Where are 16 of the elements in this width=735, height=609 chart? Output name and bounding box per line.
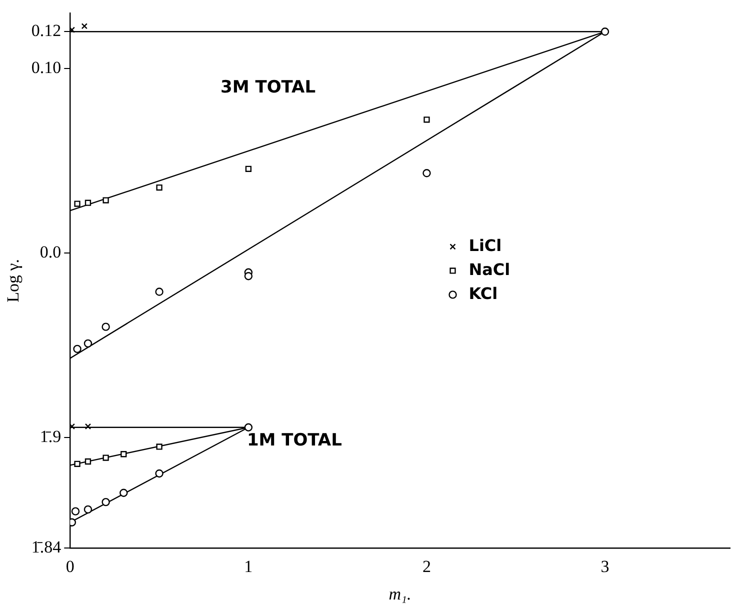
- annotation: 3M TOTAL: [220, 78, 316, 98]
- y-tick-label: 1̄.84: [31, 538, 62, 557]
- annotation: 1M TOTAL: [246, 430, 342, 451]
- x-tick-label: 0: [66, 556, 74, 576]
- legend-label: NaCl: [468, 260, 510, 279]
- y-tick-label: 0.12: [31, 21, 62, 40]
- y-tick-label: 0.10: [31, 58, 62, 78]
- x-tick-label: 3: [600, 556, 610, 576]
- x-axis-title: m₁.: [388, 584, 412, 604]
- legend-label: KCl: [468, 284, 498, 303]
- legend-label: LiCl: [468, 236, 502, 255]
- x-tick-label: 2: [422, 556, 431, 576]
- y-tick-label: 1̄.9: [40, 426, 62, 446]
- y-axis-title: Log γ.: [4, 258, 23, 302]
- x-tick-label: 1: [244, 556, 253, 576]
- y-tick-label: 0.0: [40, 242, 62, 262]
